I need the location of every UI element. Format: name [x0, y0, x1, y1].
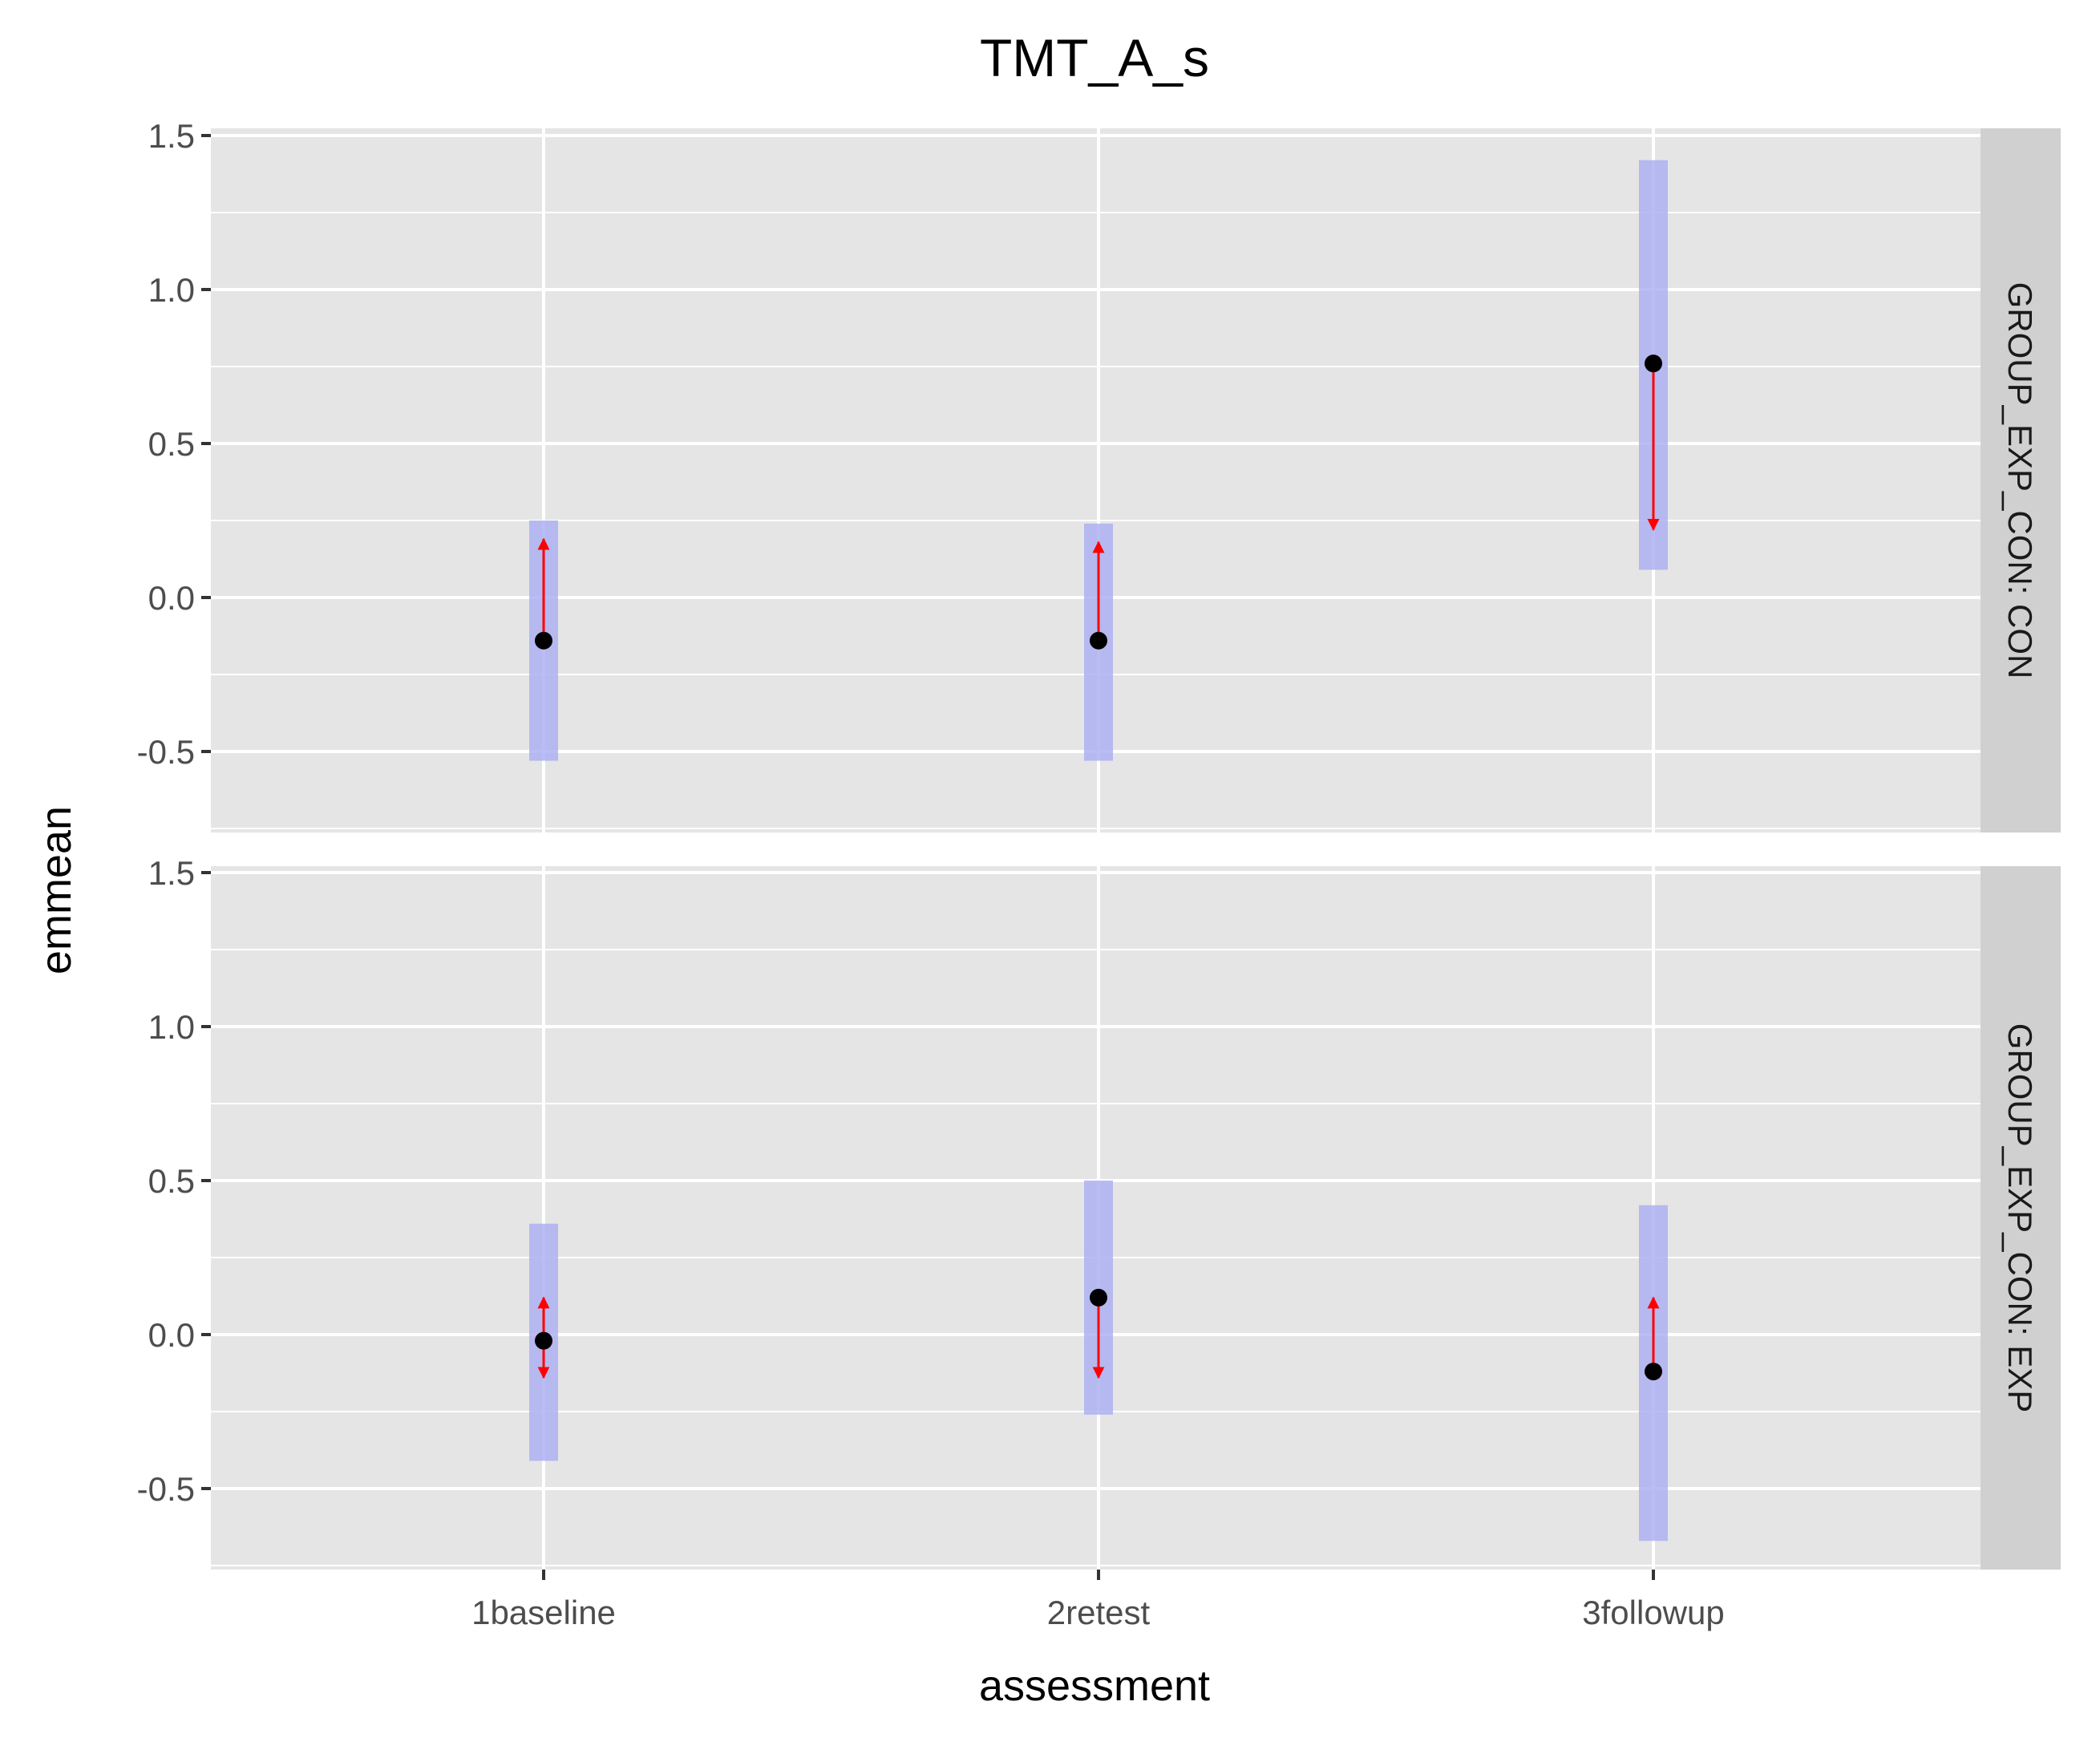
emmean-point [1090, 1288, 1107, 1306]
y-tick-label: 0.0 [148, 1316, 195, 1354]
emmean-point [1090, 631, 1107, 650]
strip-label: GROUP_EXP_CON: CON [2001, 282, 2039, 679]
x-tick-label: 2retest [1047, 1594, 1151, 1631]
x-tick-label: 1baseline [471, 1594, 616, 1631]
emmean-point [535, 631, 552, 650]
y-tick-label: 0.5 [148, 1162, 195, 1200]
emmean-point [1645, 1363, 1662, 1381]
emmean-point [535, 1331, 552, 1350]
panel-2: -0.5 0.0 0.5 1.0 1.5 GROUP_EXP_CON: EXP [137, 854, 2061, 1570]
x-axis-title: assessment [979, 1662, 1210, 1710]
emmean-point [1645, 354, 1662, 373]
panels: -0.5 0.0 0.5 1.0 1.5 GROUP_EXP_CON: CON -0.5 0.… [137, 117, 2061, 1570]
x-tick-label: 3followup [1582, 1594, 1724, 1631]
y-axis-title: emmean [32, 806, 80, 974]
y-tick-label: -0.5 [137, 1470, 195, 1508]
y-tick-label: 0.0 [148, 579, 195, 617]
x-axis: 1baseline 2retest 3followup [471, 1570, 1725, 1631]
strip-background [1981, 866, 2061, 1570]
strip-background [1981, 128, 2061, 833]
panel-1: -0.5 0.0 0.5 1.0 1.5 GROUP_EXP_CON: CON [137, 117, 2061, 833]
y-tick-label: 1.0 [148, 271, 195, 309]
y-tick-label: 1.0 [148, 1008, 195, 1046]
chart-title: TMT_A_s [980, 28, 1209, 87]
y-tick-label: 1.5 [148, 117, 195, 155]
y-tick-label: -0.5 [137, 733, 195, 771]
y-tick-label: 1.5 [148, 854, 195, 892]
strip-label: GROUP_EXP_CON: EXP [2001, 1023, 2039, 1412]
y-tick-label: 0.5 [148, 425, 195, 463]
